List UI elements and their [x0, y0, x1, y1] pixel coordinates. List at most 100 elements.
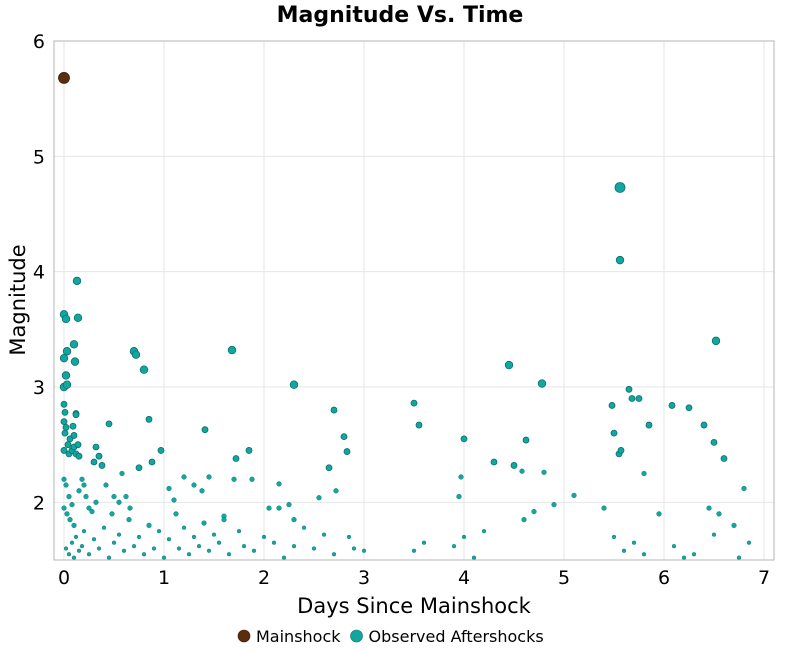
aftershock-point-190 — [127, 505, 133, 511]
scatter-points — [58, 72, 752, 560]
aftershock-point-49 — [111, 493, 117, 500]
aftershock-point-116 — [716, 511, 722, 517]
aftershock-point-162 — [321, 532, 327, 537]
aftershock-point-112 — [710, 438, 718, 446]
aftershock-point-20 — [70, 432, 78, 439]
aftershock-point-40 — [83, 493, 89, 500]
aftershock-point-182 — [681, 555, 687, 560]
aftershock-point-72 — [276, 481, 282, 487]
legend-marker-0 — [237, 629, 251, 643]
aftershock-point-120 — [71, 555, 77, 560]
aftershock-point-181 — [671, 544, 677, 549]
aftershock-point-125 — [86, 552, 92, 557]
aftershock-point-124 — [81, 529, 87, 534]
aftershock-point-126 — [91, 537, 97, 542]
aftershock-point-83 — [346, 534, 352, 540]
aftershock-point-71 — [249, 476, 255, 482]
aftershock-point-69 — [232, 455, 240, 462]
aftershock-point-143 — [181, 525, 187, 530]
aftershock-point-36 — [71, 522, 77, 529]
aftershock-point-107 — [645, 421, 653, 429]
aftershock-point-24 — [70, 357, 80, 366]
aftershock-point-98 — [610, 429, 618, 437]
aftershock-point-31 — [66, 493, 72, 500]
aftershock-point-179 — [641, 552, 647, 557]
aftershock-point-32 — [69, 502, 75, 508]
aftershock-point-64 — [199, 488, 205, 494]
aftershock-point-26 — [73, 313, 83, 322]
x-tick-label-4: 4 — [458, 567, 470, 589]
aftershock-point-91 — [510, 462, 518, 469]
aftershock-point-37 — [76, 488, 82, 494]
x-axis-label: Days Since Mainshock — [297, 594, 531, 618]
aftershock-point-75 — [286, 502, 292, 508]
aftershock-point-164 — [351, 546, 357, 551]
aftershock-point-159 — [291, 544, 297, 549]
aftershock-point-183 — [691, 552, 697, 557]
aftershock-point-85 — [415, 421, 423, 429]
aftershock-point-78 — [325, 464, 333, 472]
legend-label-1: Observed Aftershocks — [369, 627, 544, 646]
aftershock-point-110 — [700, 421, 708, 429]
aftershock-point-175 — [601, 505, 607, 511]
aftershock-point-65 — [201, 426, 209, 434]
aftershock-point-33 — [61, 505, 67, 511]
tick-labels: 0 1 2 3 4 5 6 7 2 3 4 5 6 — [33, 31, 770, 589]
x-tick-label-7: 7 — [758, 567, 770, 589]
aftershock-point-170 — [471, 555, 477, 560]
aftershock-point-104 — [628, 395, 636, 402]
aftershock-point-105 — [635, 395, 643, 402]
aftershock-point-8 — [61, 408, 69, 416]
aftershock-point-144 — [186, 552, 192, 557]
aftershock-point-39 — [81, 482, 87, 488]
aftershock-point-54 — [131, 350, 141, 359]
aftershock-point-56 — [135, 464, 143, 472]
aftershock-point-192 — [221, 517, 227, 523]
aftershock-point-102 — [615, 255, 625, 265]
legend-marker-1 — [350, 629, 363, 643]
aftershock-point-138 — [151, 546, 157, 551]
aftershock-point-140 — [161, 555, 167, 560]
aftershock-point-18 — [69, 422, 77, 430]
x-tick-label-3: 3 — [358, 567, 370, 589]
aftershock-point-81 — [340, 433, 348, 440]
aftershock-point-111 — [711, 336, 721, 346]
aftershock-point-146 — [196, 544, 202, 549]
aftershock-point-92 — [519, 468, 525, 474]
aftershock-point-90 — [504, 360, 514, 370]
aftershock-point-95 — [541, 469, 547, 475]
grid-lines — [54, 40, 774, 560]
aftershock-point-13 — [60, 447, 68, 454]
aftershock-point-30 — [63, 482, 69, 488]
aftershock-point-152 — [226, 552, 232, 557]
aftershock-point-168 — [451, 544, 457, 549]
aftershock-point-136 — [141, 552, 147, 557]
aftershock-point-74 — [276, 505, 282, 511]
aftershock-point-177 — [621, 548, 627, 553]
aftershock-point-187 — [746, 540, 752, 545]
aftershock-point-186 — [736, 555, 742, 560]
x-tick-label-2: 2 — [258, 567, 270, 589]
aftershock-point-145 — [191, 534, 197, 540]
aftershock-point-166 — [411, 548, 417, 553]
aftershock-point-142 — [176, 546, 182, 551]
aftershock-point-34 — [64, 511, 70, 517]
aftershock-point-38 — [79, 476, 85, 482]
aftershock-point-10 — [62, 423, 70, 431]
aftershock-point-113 — [720, 455, 728, 462]
aftershock-point-55 — [139, 365, 149, 374]
aftershock-point-21 — [74, 441, 82, 449]
x-tick-label-0: 0 — [58, 567, 70, 589]
aftershock-point-47 — [105, 420, 113, 428]
aftershock-point-128 — [101, 525, 107, 530]
y-tick-label-2: 4 — [33, 262, 45, 284]
aftershock-point-129 — [106, 555, 112, 560]
aftershock-point-123 — [79, 544, 85, 549]
aftershock-point-150 — [216, 540, 222, 545]
aftershock-point-70 — [245, 447, 253, 454]
aftershock-point-174 — [551, 502, 557, 508]
aftershock-point-84 — [410, 399, 418, 407]
aftershock-point-73 — [289, 380, 299, 389]
aftershock-point-61 — [171, 497, 177, 503]
aftershock-point-27 — [72, 411, 80, 419]
